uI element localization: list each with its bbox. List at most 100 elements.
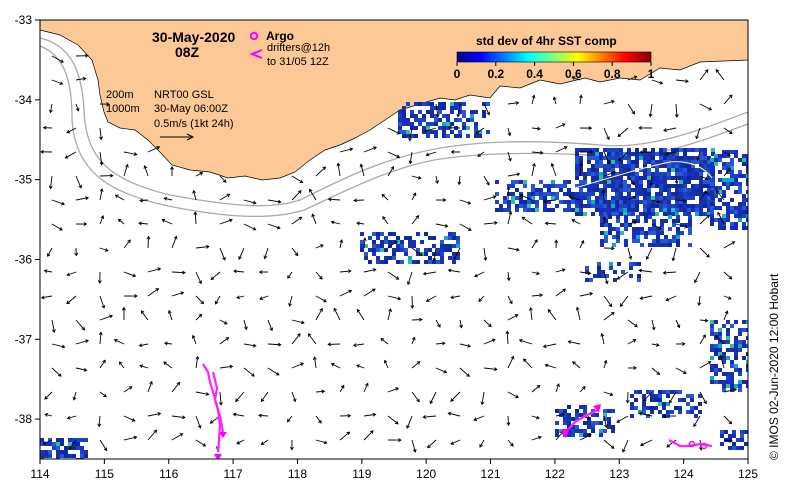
- sst-cell: [579, 192, 583, 196]
- current-vector: [382, 216, 389, 225]
- sst-cell: [611, 160, 615, 164]
- sst-cell: [619, 168, 623, 172]
- sst-cell: [679, 148, 683, 152]
- sst-cell: [555, 192, 559, 196]
- current-vector: [171, 236, 177, 249]
- sst-cell: [452, 260, 456, 264]
- sst-cell: [611, 184, 615, 188]
- current-vector: [519, 339, 533, 345]
- sst-cell: [734, 368, 738, 372]
- sst-cell: [732, 434, 736, 438]
- sst-cell: [720, 442, 724, 446]
- current-vector-head: [294, 252, 299, 257]
- current-vector-head: [519, 193, 524, 198]
- current-vector-head: [320, 244, 324, 248]
- sst-cell: [648, 243, 652, 247]
- sst-cell: [623, 196, 627, 200]
- current-vector-head: [372, 288, 376, 292]
- sst-cell: [551, 192, 555, 196]
- current-vector: [123, 151, 137, 155]
- colorbar-title: std dev of 4hr SST comp: [476, 34, 617, 48]
- sst-cell: [627, 156, 631, 160]
- current-vector-head: [457, 181, 462, 186]
- current-vector-head: [478, 298, 482, 302]
- sst-cell: [434, 134, 438, 138]
- sst-cell: [444, 244, 448, 248]
- sst-cell: [495, 200, 499, 204]
- drifter-head-1: [214, 454, 222, 459]
- sst-cell: [683, 184, 687, 188]
- sst-cell: [738, 186, 742, 190]
- sst-cell: [60, 454, 64, 458]
- sst-cell: [607, 417, 611, 421]
- sst-cell: [698, 394, 702, 398]
- current-vector-head: [359, 163, 364, 168]
- current-vector: [433, 247, 437, 261]
- current-vector: [435, 319, 441, 328]
- drifter-head-2: [219, 432, 227, 438]
- sst-cell: [718, 336, 722, 340]
- sst-cell: [629, 262, 633, 266]
- sst-cell: [400, 248, 404, 252]
- y-tick-label: -36: [15, 252, 33, 266]
- sst-cell: [647, 180, 651, 184]
- sst-cell: [398, 130, 402, 134]
- current-vector: [448, 412, 461, 417]
- current-vector-head: [521, 216, 526, 221]
- current-vector: [99, 315, 113, 321]
- sst-cell: [563, 421, 567, 425]
- sst-cell: [627, 152, 631, 156]
- sst-cell: [671, 164, 675, 168]
- sst-cell: [608, 215, 612, 219]
- sst-cell: [652, 219, 656, 223]
- current-vector: [411, 175, 421, 179]
- sst-cell: [579, 204, 583, 208]
- x-tick-label: 119: [352, 467, 371, 481]
- sst-cell: [707, 160, 711, 164]
- current-vector-head: [435, 113, 440, 118]
- sst-cell: [478, 130, 482, 134]
- sst-cell: [412, 260, 416, 264]
- current-vector: [219, 193, 230, 201]
- sst-cell: [707, 184, 711, 188]
- sst-cell: [428, 248, 432, 252]
- current-vector-head: [228, 218, 233, 223]
- current-vector: [699, 69, 709, 81]
- current-vector: [144, 165, 149, 177]
- sst-cell: [678, 406, 682, 410]
- sst-cell: [742, 226, 746, 230]
- current-vector: [649, 103, 653, 117]
- sst-cell: [40, 454, 44, 458]
- sst-cell: [474, 122, 478, 126]
- current-vector-head: [473, 417, 478, 421]
- sst-cell: [688, 223, 692, 227]
- current-vector-head: [382, 216, 386, 220]
- current-vector: [640, 439, 653, 446]
- sst-cell: [710, 194, 714, 198]
- sst-cell: [699, 204, 703, 208]
- sst-cell: [679, 176, 683, 180]
- current-vector-head: [589, 149, 594, 154]
- current-vector: [675, 223, 688, 228]
- current-vector-head: [128, 386, 133, 390]
- sst-cell: [84, 450, 88, 454]
- sst-cell: [687, 160, 691, 164]
- sst-cell: [734, 222, 738, 226]
- sst-cell: [543, 192, 547, 196]
- current-vector: [123, 271, 136, 277]
- sst-cell: [384, 236, 388, 240]
- current-vector: [675, 367, 687, 374]
- drifters-legend-line1: drifters@12h: [267, 42, 330, 54]
- current-vector: [75, 340, 89, 345]
- sst-cell: [591, 212, 595, 216]
- sst-cell: [72, 442, 76, 446]
- current-vector-head: [66, 415, 71, 420]
- current-vector-head: [336, 162, 341, 167]
- sst-cell: [718, 348, 722, 352]
- current-vector: [459, 343, 471, 347]
- current-vector: [315, 390, 325, 393]
- sst-cell: [615, 152, 619, 156]
- sst-cell: [742, 158, 746, 162]
- sst-cell: [507, 192, 511, 196]
- current-vector-head: [706, 254, 710, 258]
